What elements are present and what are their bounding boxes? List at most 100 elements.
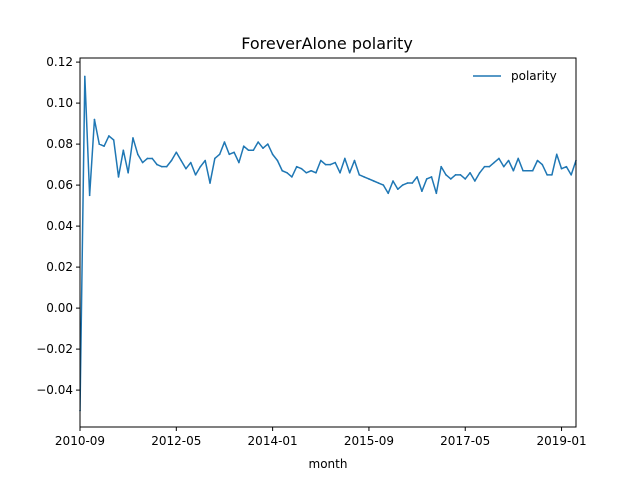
- data-point: [570, 174, 572, 176]
- data-point: [276, 159, 279, 162]
- data-point: [310, 169, 312, 172]
- data-point: [214, 157, 216, 160]
- data-point: [454, 174, 457, 176]
- data-point: [189, 161, 192, 164]
- y-tick-label: 0.10: [46, 96, 73, 110]
- data-point: [421, 190, 423, 193]
- data-point: [565, 165, 568, 168]
- data-point: [108, 135, 110, 137]
- data-point: [122, 149, 125, 152]
- data-point: [151, 157, 154, 160]
- data-point: [483, 165, 486, 168]
- legend-label: polarity: [511, 69, 557, 83]
- data-point: [411, 182, 414, 184]
- data-point: [281, 169, 284, 172]
- data-point: [194, 174, 197, 176]
- data-point: [560, 167, 563, 170]
- data-point: [416, 176, 418, 178]
- data-point: [204, 159, 206, 162]
- data-point: [469, 172, 471, 174]
- data-point: [459, 174, 462, 176]
- plot-area: [79, 75, 577, 412]
- plot-frame: [79, 57, 577, 428]
- x-tick-label: 2010-09: [55, 434, 105, 448]
- data-point: [209, 182, 211, 184]
- data-point: [474, 180, 476, 182]
- y-tick-label: 0.04: [46, 219, 73, 233]
- data-point: [478, 172, 481, 174]
- series-line-polarity: [80, 75, 576, 412]
- data-point: [377, 182, 380, 184]
- data-point: [517, 157, 520, 160]
- data-point: [93, 118, 96, 121]
- data-point: [430, 176, 433, 178]
- data-point: [522, 169, 524, 172]
- data-point: [267, 143, 269, 145]
- data-point: [252, 149, 255, 152]
- data-point: [103, 145, 105, 147]
- data-point: [464, 178, 467, 180]
- axes: −0.04 −0.02 0.00 0.02 0.04 0.06 0.08 0.10 0.12 20…: [36, 55, 586, 448]
- data-point: [291, 176, 293, 178]
- data-point: [271, 153, 274, 156]
- data-point: [199, 165, 202, 168]
- data-point: [132, 137, 134, 139]
- data-point: [247, 149, 250, 152]
- y-tick-label: 0.12: [46, 55, 73, 69]
- data-point: [334, 161, 337, 164]
- data-point: [185, 167, 187, 170]
- data-point: [507, 159, 510, 162]
- data-point: [541, 163, 544, 166]
- data-point: [440, 165, 442, 168]
- data-point: [305, 172, 308, 174]
- data-point: [425, 178, 428, 180]
- data-point: [488, 165, 491, 168]
- data-point: [450, 178, 452, 180]
- data-point: [228, 153, 231, 156]
- data-point: [300, 167, 303, 170]
- data-point: [84, 75, 86, 78]
- data-point: [175, 151, 178, 154]
- data-point: [339, 172, 341, 174]
- data-point: [392, 180, 394, 182]
- data-point: [156, 163, 158, 166]
- data-point: [238, 161, 240, 164]
- data-point: [397, 188, 399, 190]
- data-point: [363, 176, 365, 178]
- data-point: [262, 147, 264, 149]
- x-tick-label: 2015-09: [344, 434, 394, 448]
- data-point: [233, 151, 235, 154]
- data-point: [502, 165, 505, 168]
- data-point: [348, 172, 351, 174]
- data-point: [242, 145, 245, 147]
- y-tick-label: −0.02: [36, 342, 73, 356]
- data-point: [324, 163, 327, 166]
- data-point: [527, 169, 529, 172]
- data-point: [165, 165, 168, 168]
- data-point: [315, 172, 317, 174]
- data-point: [401, 184, 404, 186]
- data-point: [555, 153, 558, 156]
- y-tick-label: 0.08: [46, 137, 73, 151]
- data-point: [257, 141, 259, 143]
- data-point: [435, 192, 438, 195]
- data-point: [286, 172, 288, 174]
- x-tick-label: 2014-01: [248, 434, 298, 448]
- data-point: [382, 184, 385, 186]
- y-tick-label: −0.04: [36, 383, 73, 397]
- data-point: [170, 159, 173, 162]
- data-point: [295, 165, 298, 168]
- data-point: [146, 157, 149, 160]
- chart-title: ForeverAlone polarity: [241, 34, 413, 53]
- data-point: [117, 176, 120, 178]
- data-point: [127, 172, 129, 174]
- data-point: [387, 192, 389, 195]
- data-point: [498, 157, 500, 160]
- data-point: [344, 157, 346, 160]
- data-point: [531, 169, 534, 172]
- data-point: [88, 194, 91, 197]
- data-point: [180, 159, 182, 162]
- data-point: [445, 174, 447, 176]
- data-point: [368, 178, 370, 180]
